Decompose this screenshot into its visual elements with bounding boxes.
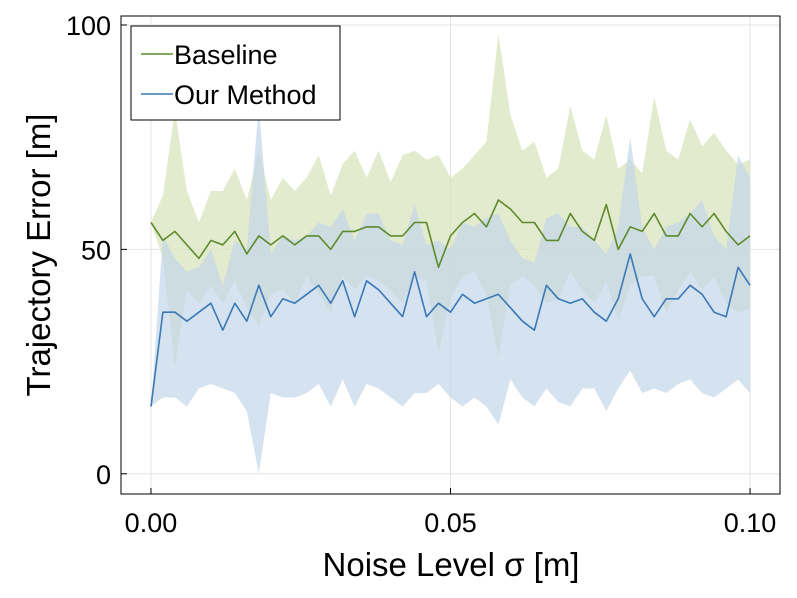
series-lines: [150, 199, 751, 407]
line-baseline: [150, 199, 751, 269]
y-axis-label: Trajectory Error [m]: [20, 114, 57, 397]
x-axis-label: Noise Level σ [m]: [323, 546, 580, 583]
legend-label-baseline: Baseline: [174, 40, 278, 70]
axis-ticks: 0.00 0.05 0.10 0 50 100: [66, 11, 776, 538]
legend-label-our-method: Our Method: [174, 80, 317, 110]
band-our-method: [151, 105, 750, 474]
line-our-method: [150, 253, 751, 407]
x-tick-label-0: 0.00: [125, 508, 178, 538]
y-tick-label-1: 50: [81, 235, 111, 265]
x-tick-label-1: 0.05: [424, 508, 477, 538]
legend: Baseline Our Method: [130, 25, 341, 121]
y-tick-label-0: 0: [96, 460, 111, 490]
x-tick-label-2: 0.10: [724, 508, 777, 538]
error-bands: [151, 34, 750, 474]
y-tick-label-2: 100: [66, 11, 111, 41]
legend-box: [130, 25, 341, 121]
